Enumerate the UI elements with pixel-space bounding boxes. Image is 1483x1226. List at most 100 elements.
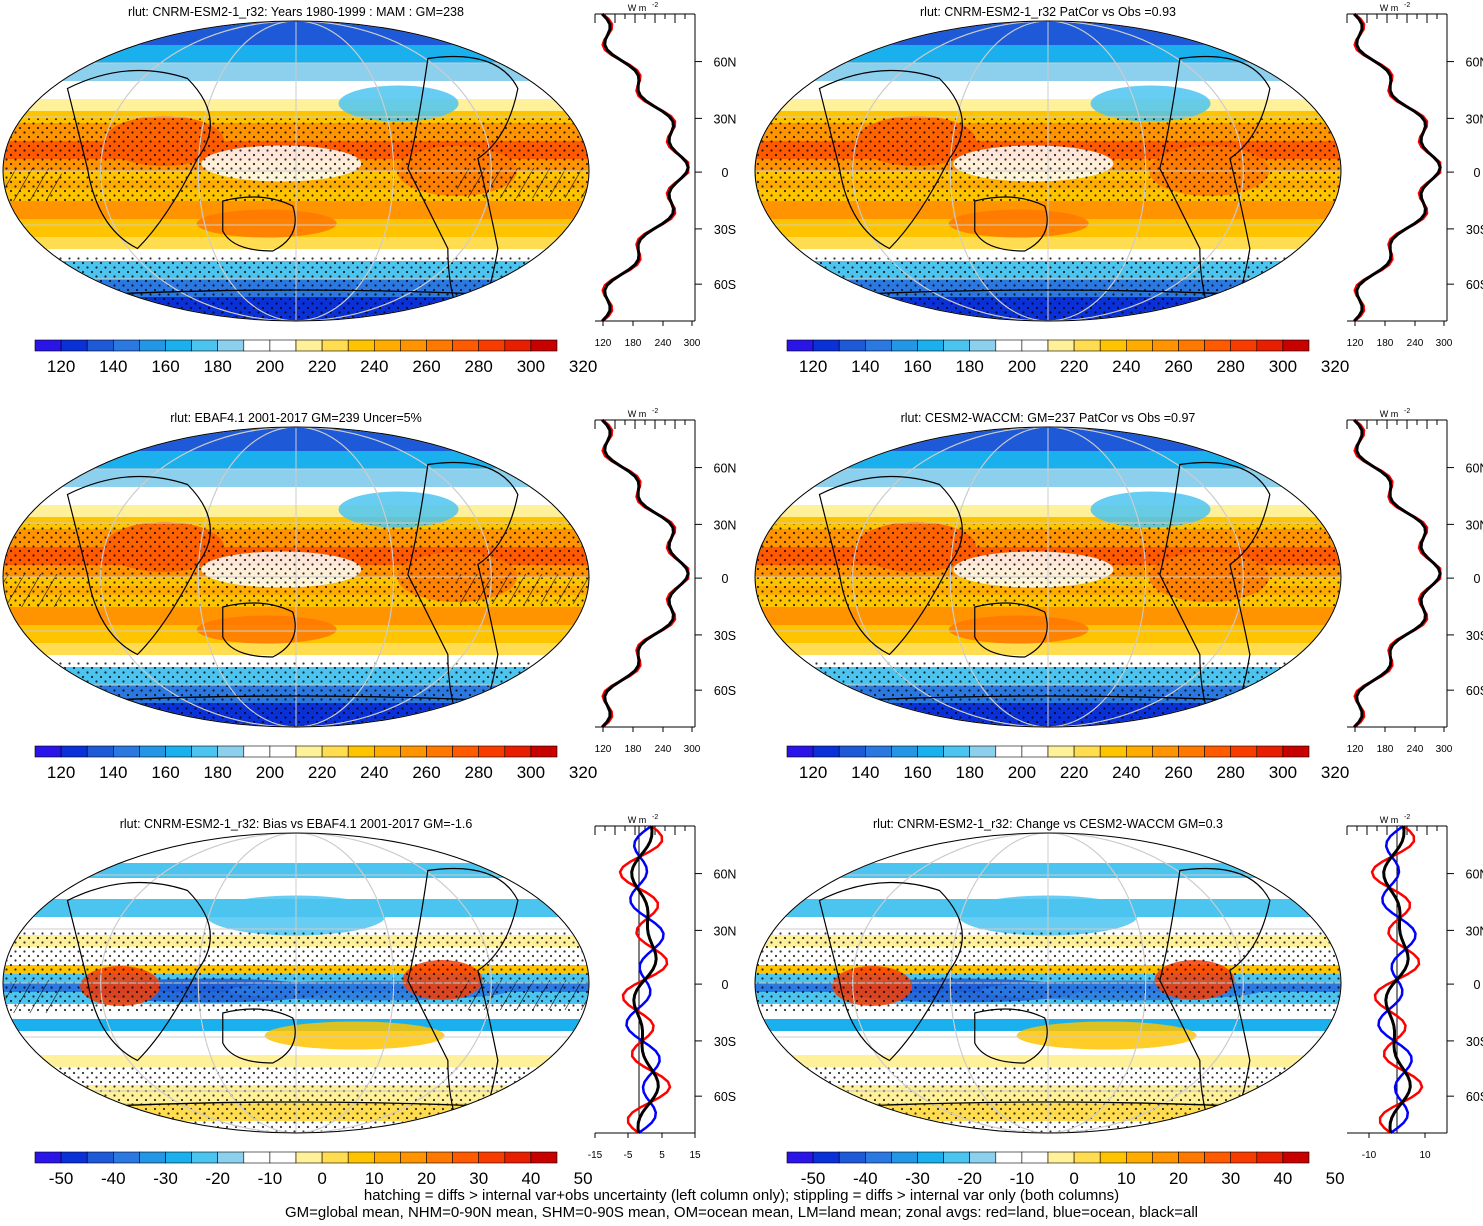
- colorbar-tick-label: 260: [1164, 763, 1192, 782]
- latitude-label: 30S: [1466, 1035, 1483, 1049]
- colorbar-swatch: [1022, 746, 1048, 757]
- colorbar-tick-label: -10: [1010, 1169, 1035, 1188]
- zonal-ocean-curve: [602, 14, 688, 321]
- map-field: [3, 427, 589, 745]
- units-label: W m: [1380, 409, 1399, 419]
- colorbar-swatch: [296, 746, 322, 757]
- colorbar-swatch: [1205, 340, 1231, 351]
- colorbar-swatch: [87, 340, 113, 351]
- colorbar-swatch: [453, 340, 479, 351]
- colorbar-tick-label: 240: [360, 357, 388, 376]
- units-exponent: -2: [1404, 408, 1410, 415]
- zonal-ocean-curve: [602, 420, 688, 727]
- colorbar-tick-label: 20: [1169, 1169, 1188, 1188]
- colorbar-tick-label: 280: [465, 763, 493, 782]
- colorbar-tick-label: 0: [317, 1169, 326, 1188]
- latitude-label: 60S: [1466, 1090, 1483, 1104]
- colorbar-swatch: [270, 340, 296, 351]
- latitude-label: 60N: [714, 868, 737, 882]
- colorbar-swatch: [1205, 746, 1231, 757]
- colorbar-tick-label: 160: [903, 763, 931, 782]
- units-label: W m: [628, 3, 647, 13]
- latitude-label: 0: [1474, 572, 1481, 586]
- colorbar-tick-label: 220: [308, 763, 336, 782]
- colorbar-swatch: [61, 1152, 87, 1163]
- hatching-east: [457, 168, 589, 198]
- colorbar-swatch: [61, 340, 87, 351]
- colorbar-swatch: [1074, 340, 1100, 351]
- colorbar-swatch: [244, 340, 270, 351]
- zonal-tick-label: 240: [1407, 338, 1424, 349]
- latitude-label: 60N: [1466, 868, 1483, 882]
- latitude-label: 30N: [714, 518, 737, 532]
- colorbar-tick-label: 260: [1164, 357, 1192, 376]
- colorbar-swatch: [996, 340, 1022, 351]
- colorbar-tick-label: 200: [1008, 357, 1036, 376]
- zonal-tick-label: 300: [1436, 338, 1453, 349]
- colorbar-swatch: [505, 746, 531, 757]
- latitude-label: 30S: [1466, 629, 1483, 643]
- colorbar-tick-label: 120: [799, 763, 827, 782]
- colorbar-swatch: [218, 1152, 244, 1163]
- colorbar-tick-label: 160: [151, 763, 179, 782]
- zonal-land-curve: [1355, 14, 1441, 321]
- colorbar-swatch: [1283, 1152, 1309, 1163]
- colorbar-swatch: [374, 746, 400, 757]
- colorbar-tick-label: 300: [1269, 357, 1297, 376]
- zonal-land-curve: [1355, 420, 1441, 727]
- colorbar-swatch: [505, 340, 531, 351]
- colorbar-swatch: [531, 746, 557, 757]
- panel-1: rlut: CNRM-ESM2-1_r32: Years 1980-1999 :…: [3, 2, 736, 376]
- zonal-tick-label: 120: [1347, 338, 1364, 349]
- latitude-label: 60S: [714, 684, 736, 698]
- colorbar-swatch: [296, 340, 322, 351]
- colorbar-tick-label: 160: [903, 357, 931, 376]
- zonal-tick-label: 180: [1377, 338, 1394, 349]
- colorbar-swatch: [192, 1152, 218, 1163]
- colorbar-swatch: [1257, 1152, 1283, 1163]
- footer-line-1: hatching = diffs > internal var+obs unce…: [0, 1187, 1483, 1204]
- colorbar-tick-label: 180: [204, 763, 232, 782]
- colorbar-swatch: [113, 1152, 139, 1163]
- colorbar-swatch: [35, 1152, 61, 1163]
- colorbar-swatch: [1205, 1152, 1231, 1163]
- latitude-label: 30N: [1466, 924, 1483, 938]
- colorbar-swatch: [427, 746, 453, 757]
- colorbar-tick-label: 200: [256, 357, 284, 376]
- hatching-east: [457, 574, 589, 604]
- map-field: [755, 833, 1341, 1151]
- zonal-all-curve: [632, 826, 659, 1133]
- colorbar-swatch: [944, 340, 970, 351]
- colorbar-tick-label: 0: [1069, 1169, 1078, 1188]
- colorbar-swatch: [348, 340, 374, 351]
- colorbar-tick-label: -50: [49, 1169, 74, 1188]
- zonal-land-curve: [603, 420, 689, 727]
- latitude-label: 60N: [1466, 462, 1483, 476]
- zonal-tick-label: 240: [1407, 744, 1424, 755]
- zonal-all-curve: [1354, 420, 1440, 727]
- colorbar-swatch: [531, 340, 557, 351]
- colorbar-tick-label: 300: [517, 763, 545, 782]
- colorbar-swatch: [322, 1152, 348, 1163]
- colorbar-swatch: [61, 746, 87, 757]
- colorbar-swatch: [113, 746, 139, 757]
- colorbar-swatch: [996, 746, 1022, 757]
- colorbar-swatch: [270, 1152, 296, 1163]
- colorbar-swatch: [322, 746, 348, 757]
- map-field: [3, 833, 589, 1151]
- colorbar-swatch: [1283, 746, 1309, 757]
- zonal-tick-label: -15: [588, 1150, 603, 1161]
- colorbar-swatch: [87, 746, 113, 757]
- panel-2: rlut: CNRM-ESM2-1_r32 PatCor vs Obs =0.9…: [755, 2, 1483, 376]
- colorbar-swatch: [1231, 1152, 1257, 1163]
- colorbar-tick-label: -50: [801, 1169, 826, 1188]
- colorbar-tick-label: 140: [99, 357, 127, 376]
- hatching: [3, 168, 62, 201]
- colorbar-swatch: [787, 1152, 813, 1163]
- colorbar-swatch: [87, 1152, 113, 1163]
- colorbar-tick-label: 50: [1326, 1169, 1345, 1188]
- zonal-tick-label: 300: [1436, 744, 1453, 755]
- latitude-label: 60S: [714, 1090, 736, 1104]
